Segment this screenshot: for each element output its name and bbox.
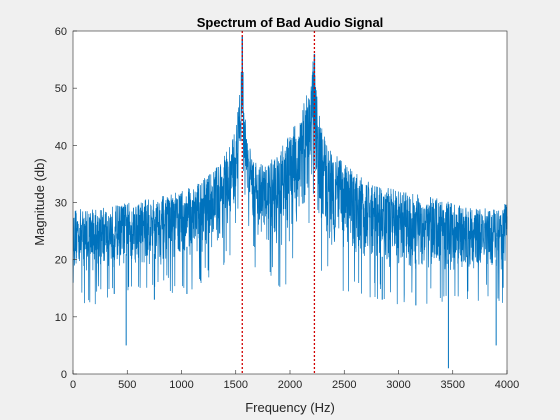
y-tick-label: 30 [55,198,67,210]
y-tick-label: 50 [55,83,67,95]
x-axis-ticks: 0 500 1000 1500 2000 2500 3000 3500 4000 [70,370,519,391]
y-axis-label: Magnitude (db) [32,158,47,245]
x-axis-label: Frequency (Hz) [245,400,335,415]
x-tick-label: 1000 [169,379,193,391]
y-tick-label: 10 [55,312,67,324]
y-tick-label: 40 [55,140,67,152]
x-tick-label: 4000 [495,379,519,391]
y-tick-label: 20 [55,255,67,267]
x-tick-label: 0 [70,379,76,391]
x-tick-label: 3000 [386,379,410,391]
chart-title: Spectrum of Bad Audio Signal [197,15,384,30]
x-tick-label: 3500 [441,379,465,391]
spectrum-line [72,61,508,305]
x-tick-label: 2500 [332,379,356,391]
x-tick-label: 2000 [278,379,302,391]
y-axis-ticks: 0 10 20 30 40 50 60 [55,26,77,381]
x-tick-label: 500 [118,379,136,391]
y-tick-label: 0 [61,369,67,381]
x-tick-label: 1500 [224,379,248,391]
y-tick-label: 60 [55,26,67,38]
peak-markers [241,31,316,374]
